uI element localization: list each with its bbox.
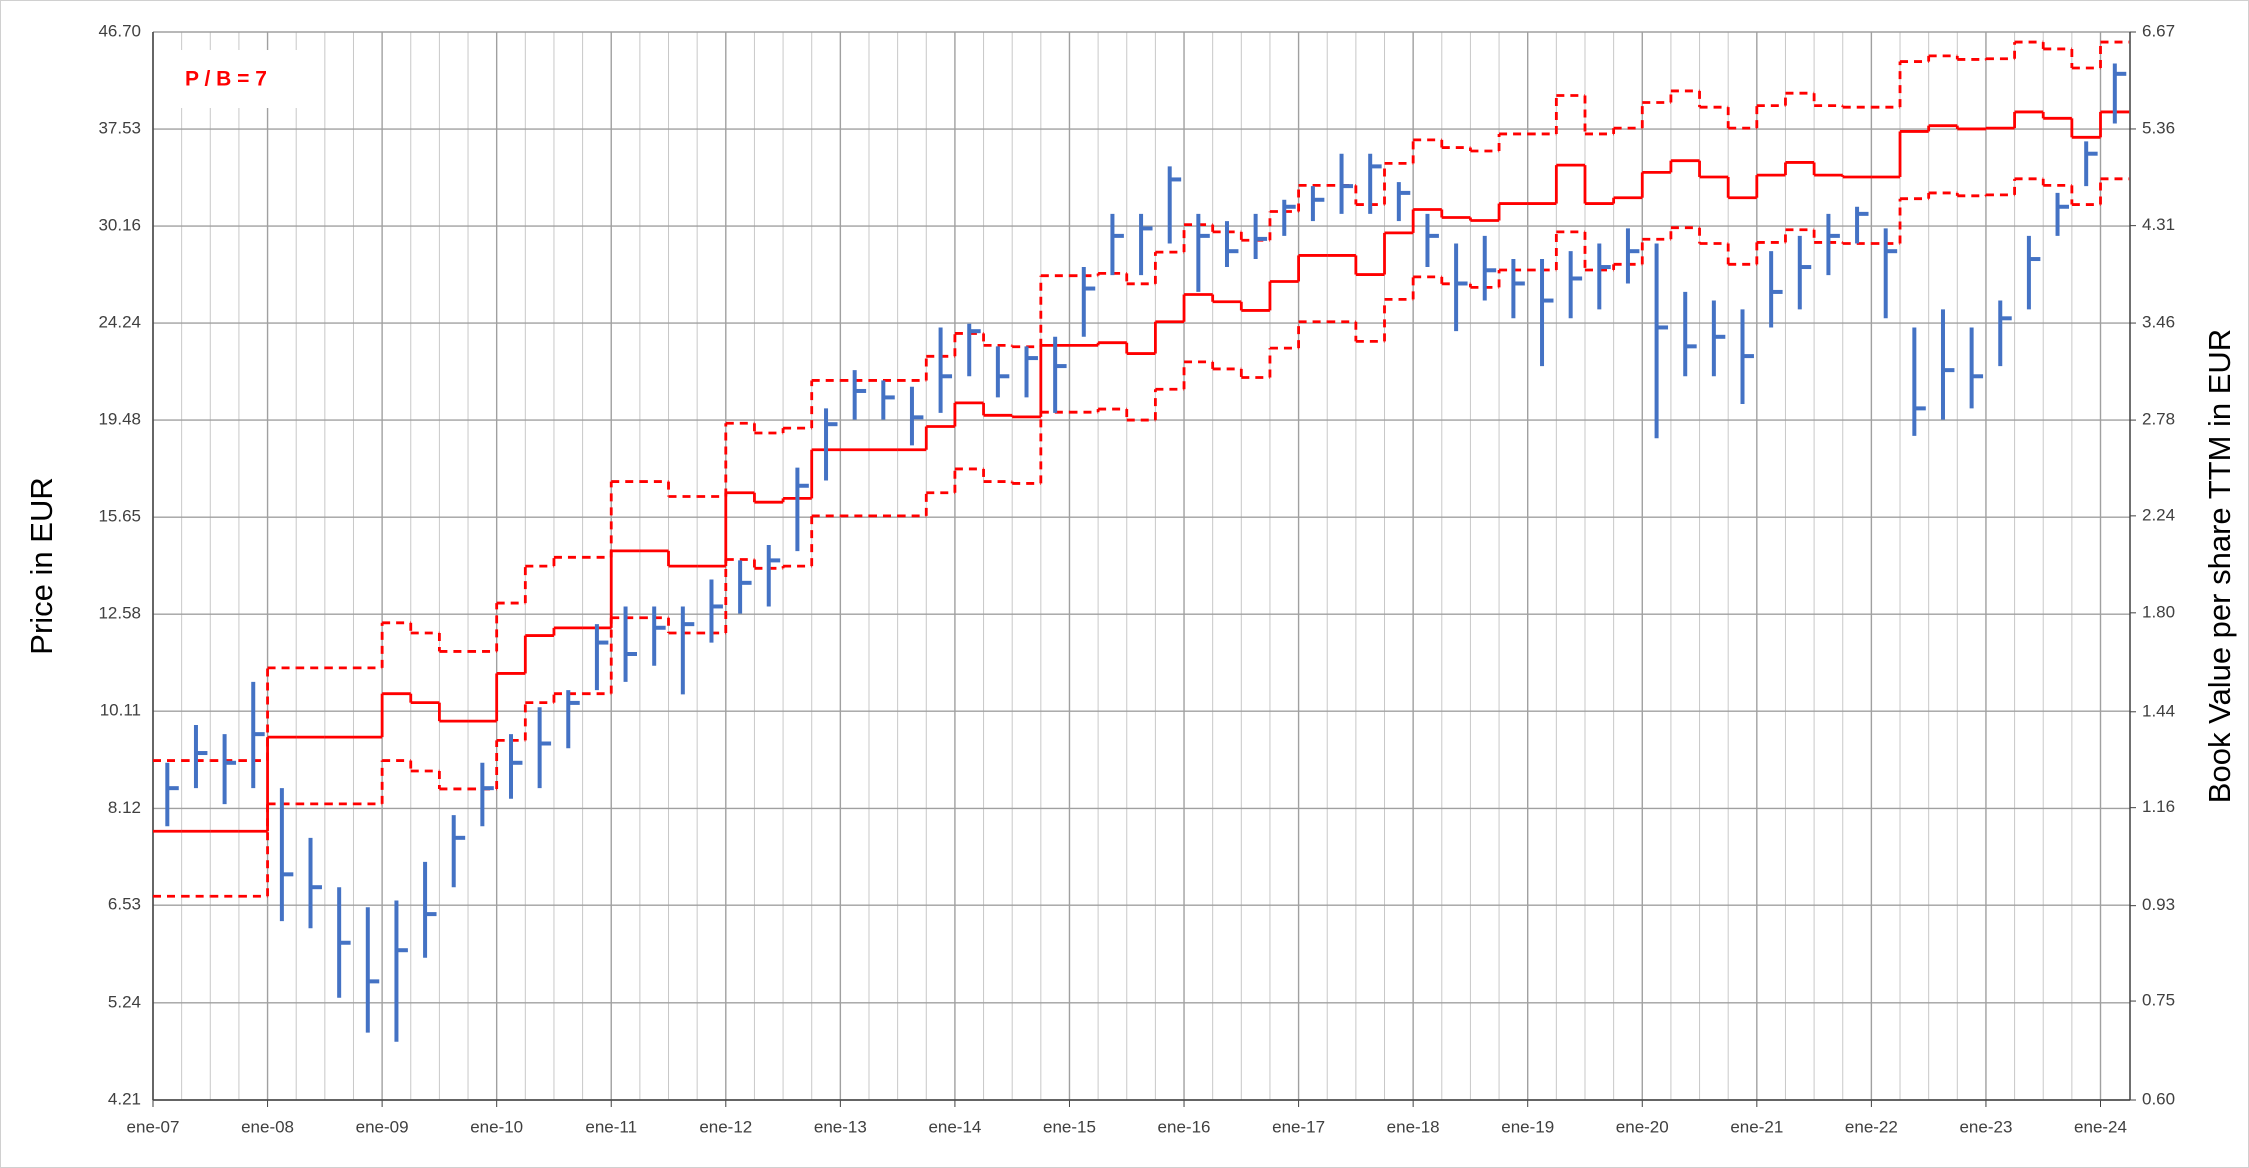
y-tick-label: 8.12	[108, 798, 141, 817]
marks	[153, 40, 2130, 1042]
x-tick-label: ene-09	[356, 1117, 409, 1136]
y2-axis-title: Book Value per share TTM in EUR	[2202, 329, 2237, 803]
x-tick-label: ene-22	[1845, 1117, 1898, 1136]
x-tick-label: ene-24	[2074, 1117, 2127, 1136]
y2-tick-label: 6.67	[2142, 21, 2175, 40]
x-tick-label: ene-12	[699, 1117, 752, 1136]
y-tick-label: 5.24	[108, 992, 141, 1011]
y-tick-label: 19.48	[98, 410, 141, 429]
grid: ene-07 ene-08 ene-09 ene-10 ene-11 ene-12 ene-…	[98, 21, 2175, 1136]
y-tick-label: 37.53	[98, 119, 141, 138]
y-tick-label: 6.53	[108, 895, 141, 914]
y-tick-label: 10.11	[100, 701, 141, 720]
x-tick-label: ene-14	[928, 1117, 981, 1136]
y2-tick-label: 2.78	[2142, 410, 2175, 429]
y2-tick-label: 2.24	[2142, 505, 2175, 524]
y2-tick-label: 1.44	[2142, 701, 2175, 720]
y-tick-label: 15.65	[98, 507, 141, 526]
y2-tick-label: 3.46	[2142, 313, 2175, 332]
y2-tick-label: 1.80	[2142, 602, 2175, 621]
x-tick-label: ene-23	[1959, 1117, 2012, 1136]
y-axis-title: Price in EUR	[24, 477, 59, 654]
y-tick-label: 24.24	[98, 313, 141, 332]
x-tick-label: ene-11	[585, 1117, 637, 1136]
y2-tick-label: 0.60	[2142, 1089, 2175, 1108]
x-tick-label: ene-18	[1387, 1117, 1440, 1136]
x-tick-label: ene-15	[1043, 1117, 1096, 1136]
y-tick-label: 4.21	[108, 1089, 141, 1108]
x-tick-label: ene-08	[241, 1117, 294, 1136]
y2-tick-label: 1.16	[2142, 797, 2175, 816]
y2-tick-label: 0.93	[2142, 895, 2175, 914]
x-tick-label: ene-13	[814, 1117, 867, 1136]
x-tick-label: ene-19	[1501, 1117, 1554, 1136]
y-tick-label: 46.70	[98, 21, 141, 40]
y-tick-label: 30.16	[98, 216, 141, 235]
x-tick-label: ene-20	[1616, 1117, 1669, 1136]
annotation: P / B = 7	[185, 68, 267, 91]
x-tick-label: ene-07	[127, 1117, 180, 1136]
x-tick-label: ene-21	[1730, 1117, 1783, 1136]
x-tick-label: ene-17	[1272, 1117, 1325, 1136]
y2-tick-label: 5.36	[2142, 118, 2175, 137]
x-tick-label: ene-16	[1158, 1117, 1211, 1136]
y2-tick-label: 0.75	[2142, 991, 2175, 1010]
y2-tick-label: 4.31	[2142, 215, 2175, 234]
annotation-box	[165, 50, 300, 108]
x-tick-label: ene-10	[470, 1117, 523, 1136]
y-tick-label: 12.58	[98, 604, 141, 623]
